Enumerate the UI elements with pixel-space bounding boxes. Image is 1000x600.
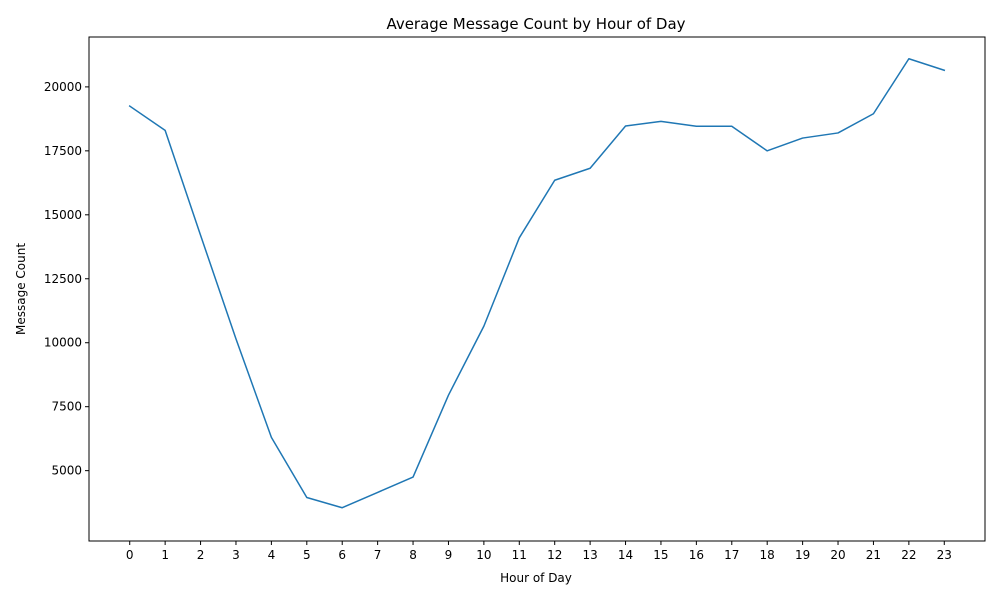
- x-tick-label: 0: [126, 548, 134, 562]
- x-tick-label: 16: [689, 548, 704, 562]
- series-line-0: [128, 58, 946, 509]
- x-tick-label: 9: [445, 548, 453, 562]
- x-tick-label: 22: [901, 548, 916, 562]
- x-tick-label: 7: [374, 548, 382, 562]
- plot-frame: [88, 36, 986, 542]
- plot-area: 0 1 2 3 4 5 6 7 8 9 10 11 12 13 14 15 16 17 18 19 20 21 22 2350…: [44, 36, 986, 562]
- x-tick-label: 18: [760, 548, 775, 562]
- y-tick-label: 20000: [44, 80, 82, 94]
- y-tick-label: 5000: [51, 464, 82, 478]
- y-tick-label: 12500: [44, 272, 82, 286]
- x-tick-label: 4: [268, 548, 276, 562]
- x-tick-label: 2: [197, 548, 205, 562]
- x-tick-label: 19: [795, 548, 810, 562]
- x-tick-label: 6: [338, 548, 346, 562]
- y-tick-label: 10000: [44, 336, 82, 350]
- x-tick-label: 13: [582, 548, 597, 562]
- x-tick-label: 14: [618, 548, 633, 562]
- x-tick-label: 5: [303, 548, 311, 562]
- x-tick-label: 10: [476, 548, 491, 562]
- x-tick-label: 23: [937, 548, 952, 562]
- x-tick-label: 1: [161, 548, 169, 562]
- chart-title: Average Message Count by Hour of Day: [386, 15, 685, 33]
- y-tick-label: 15000: [44, 208, 82, 222]
- y-tick-label: 17500: [44, 144, 82, 158]
- x-tick-label: 21: [866, 548, 881, 562]
- x-axis-label: Hour of Day: [500, 571, 572, 585]
- x-tick-label: 3: [232, 548, 240, 562]
- x-tick-label: 12: [547, 548, 562, 562]
- y-tick-label: 7500: [51, 400, 82, 414]
- x-tick-label: 15: [653, 548, 668, 562]
- x-tick-label: 8: [409, 548, 417, 562]
- x-tick-label: 11: [512, 548, 527, 562]
- y-axis-label: Message Count: [14, 243, 28, 335]
- x-tick-label: 17: [724, 548, 739, 562]
- x-tick-label: 20: [830, 548, 845, 562]
